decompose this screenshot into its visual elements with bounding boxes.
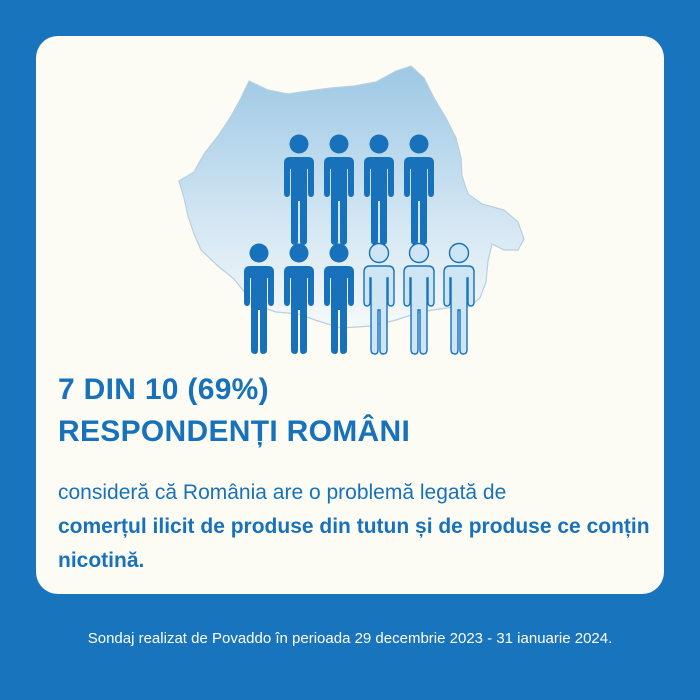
person-icon	[363, 242, 395, 355]
person-icon	[403, 242, 435, 355]
survey-footnote: Sondaj realizat de Povaddo în perioada 2…	[87, 630, 613, 647]
statement: consideră că România are o problemă lega…	[58, 476, 654, 578]
person-icon	[284, 134, 314, 245]
person-icon	[364, 134, 394, 245]
headline: 7 DIN 10 (69%) RESPONDENȚI ROMÂNI	[58, 369, 648, 453]
people-figures	[244, 134, 475, 355]
headline-line-2: RESPONDENȚI ROMÂNI	[58, 415, 411, 448]
person-icon	[284, 243, 314, 354]
person-icon	[404, 134, 434, 245]
person-icon	[244, 243, 274, 354]
person-icon	[443, 242, 475, 355]
headline-line-1: 7 DIN 10 (69%)	[58, 373, 269, 406]
statement-normal: consideră că România are o problemă lega…	[58, 481, 507, 504]
statement-bold: comerțul ilicit de produse din tutun și …	[58, 515, 650, 572]
person-icon	[324, 134, 354, 245]
romania-map	[178, 65, 525, 355]
romania-map-outline	[178, 65, 525, 329]
infographic-card: 7 DIN 10 (69%) RESPONDENȚI ROMÂNI consid…	[36, 36, 664, 594]
person-icon	[324, 243, 354, 354]
